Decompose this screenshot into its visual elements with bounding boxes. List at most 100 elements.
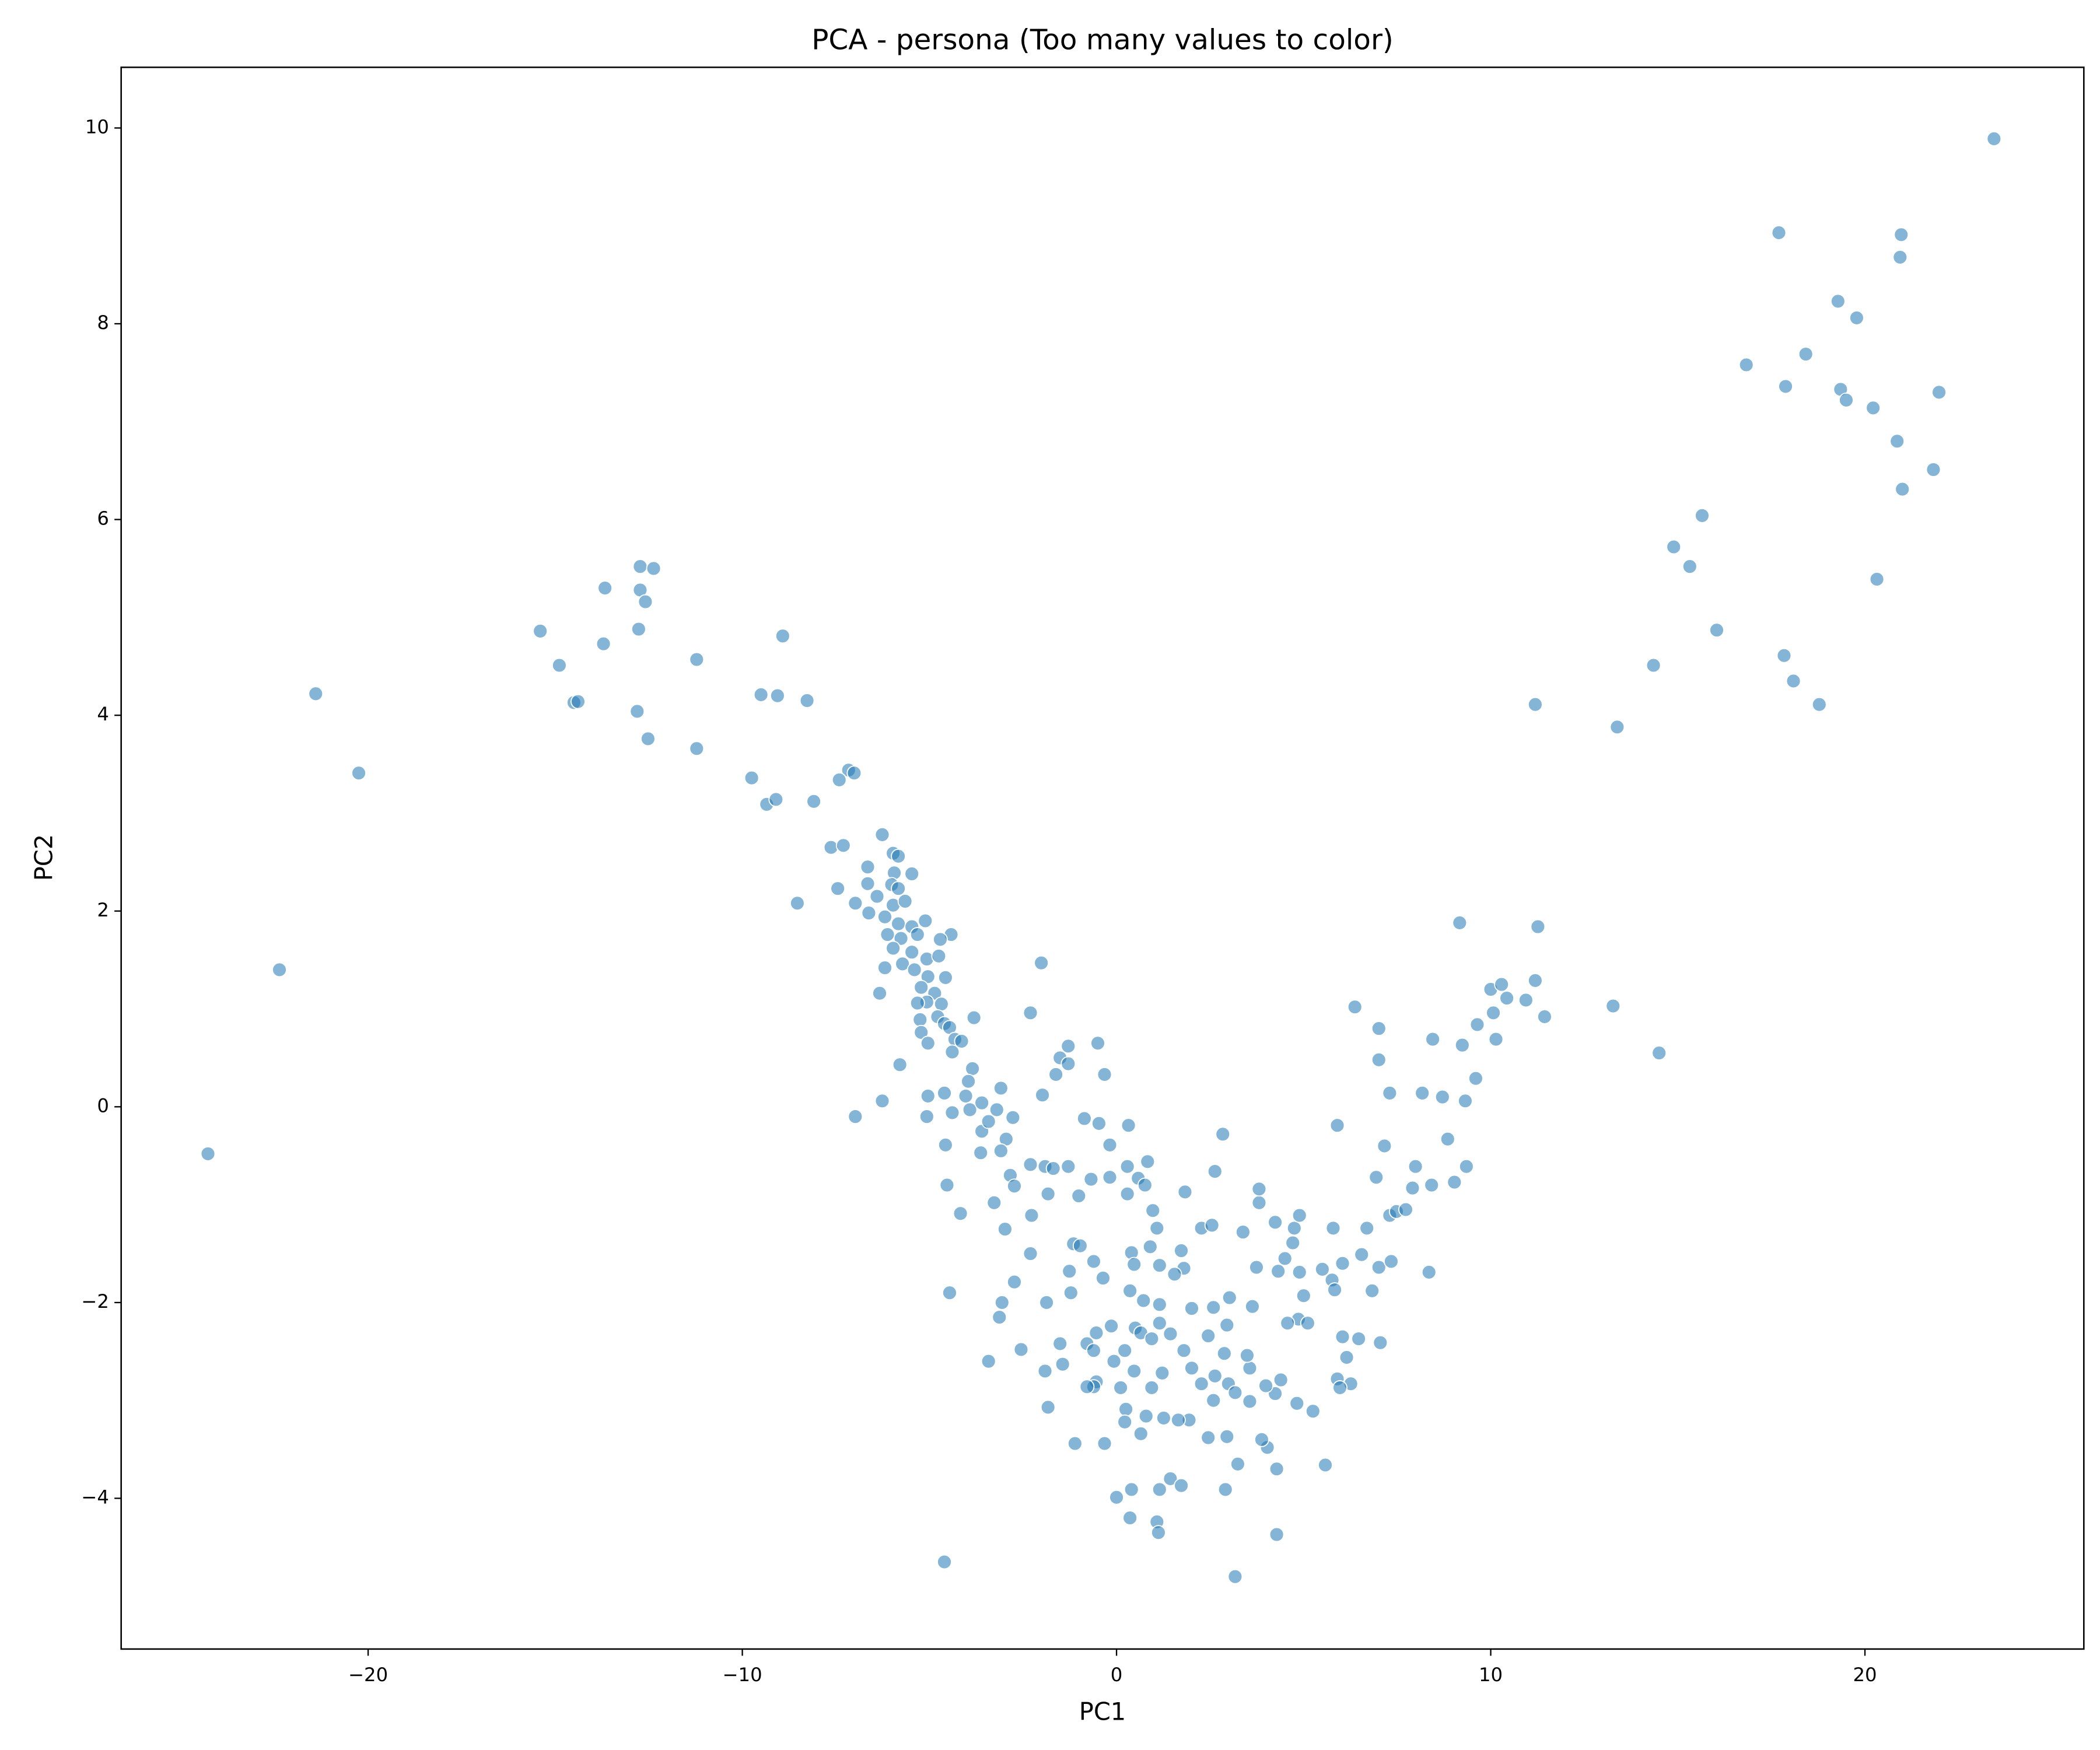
point <box>944 1105 960 1121</box>
point <box>914 1024 929 1040</box>
point <box>1440 1131 1455 1147</box>
point <box>1270 1264 1286 1279</box>
point <box>931 949 947 964</box>
point <box>973 1145 989 1161</box>
point <box>966 1010 982 1026</box>
point <box>965 1060 981 1076</box>
point <box>1106 1353 1122 1369</box>
point <box>638 594 653 610</box>
point <box>1434 1089 1450 1105</box>
point <box>1452 915 1468 930</box>
point <box>1776 648 1792 663</box>
point <box>909 927 925 942</box>
point <box>1327 1282 1342 1298</box>
point <box>974 1095 990 1111</box>
point <box>1109 1489 1124 1505</box>
point <box>1518 992 1534 1008</box>
point <box>874 827 890 842</box>
point <box>689 741 705 757</box>
point <box>1088 1325 1104 1340</box>
point <box>891 848 906 864</box>
point <box>1377 1138 1392 1154</box>
plot-frame <box>120 66 2085 1650</box>
point <box>1354 1247 1370 1262</box>
point <box>1318 1457 1333 1473</box>
point <box>1240 1348 1255 1363</box>
point <box>1118 1401 1134 1417</box>
point <box>981 1353 996 1369</box>
point <box>1154 1365 1170 1381</box>
point <box>1048 1067 1064 1082</box>
point <box>918 913 933 929</box>
point <box>1447 1174 1462 1190</box>
point <box>891 916 906 932</box>
point <box>1335 1329 1350 1345</box>
point <box>1398 1202 1413 1217</box>
point <box>1207 1368 1223 1384</box>
point <box>1292 1264 1307 1280</box>
y-tick-label: 6 <box>97 508 109 530</box>
point <box>1216 1346 1232 1362</box>
point <box>597 580 613 596</box>
point <box>1034 955 1049 971</box>
point <box>200 1146 216 1161</box>
point <box>1200 1430 1216 1446</box>
point <box>1786 673 1801 689</box>
point <box>1104 1318 1119 1334</box>
point <box>1113 1380 1129 1395</box>
point <box>1200 1328 1216 1343</box>
point <box>1121 1118 1136 1133</box>
point <box>880 927 895 942</box>
point <box>937 970 953 985</box>
point <box>877 960 892 976</box>
point <box>1235 1224 1251 1240</box>
point <box>1280 1315 1296 1331</box>
point <box>1866 400 1881 416</box>
point <box>1486 1005 1501 1021</box>
point <box>1695 508 1710 523</box>
point <box>1368 1170 1384 1185</box>
point <box>1126 1363 1142 1379</box>
point <box>1364 1283 1380 1298</box>
y-tick-label: 2 <box>97 899 109 921</box>
point <box>830 881 846 897</box>
point <box>937 1137 953 1153</box>
x-tick-label: −20 <box>348 1664 388 1686</box>
point <box>1079 1379 1095 1395</box>
point <box>1206 1300 1222 1315</box>
point <box>1170 1412 1186 1428</box>
point <box>1383 1254 1399 1269</box>
point <box>1458 1093 1473 1109</box>
point <box>1149 1220 1165 1236</box>
point <box>1174 1478 1189 1493</box>
point <box>1040 1399 1056 1415</box>
point <box>953 1206 968 1222</box>
point <box>1204 1217 1220 1233</box>
point <box>1007 1274 1022 1290</box>
point <box>1499 991 1515 1006</box>
point <box>1102 1170 1118 1185</box>
point <box>1798 346 1814 362</box>
point <box>1174 1243 1189 1258</box>
point <box>640 731 656 747</box>
point <box>1536 1009 1552 1024</box>
y-tick-label: 8 <box>97 312 109 334</box>
point <box>1894 227 1909 243</box>
point <box>1122 1283 1138 1298</box>
x-tick-label: 10 <box>1479 1664 1503 1686</box>
point <box>1269 1461 1284 1477</box>
point <box>1425 1031 1441 1047</box>
point <box>1251 1181 1267 1197</box>
point <box>1184 1360 1199 1376</box>
point <box>992 1310 1007 1325</box>
point <box>912 1012 928 1027</box>
point <box>939 1177 955 1193</box>
point <box>1117 1414 1133 1430</box>
point <box>1142 1239 1158 1255</box>
point <box>1892 249 1908 265</box>
point <box>1424 1177 1440 1193</box>
point <box>1488 1031 1504 1047</box>
point <box>1242 1360 1258 1376</box>
